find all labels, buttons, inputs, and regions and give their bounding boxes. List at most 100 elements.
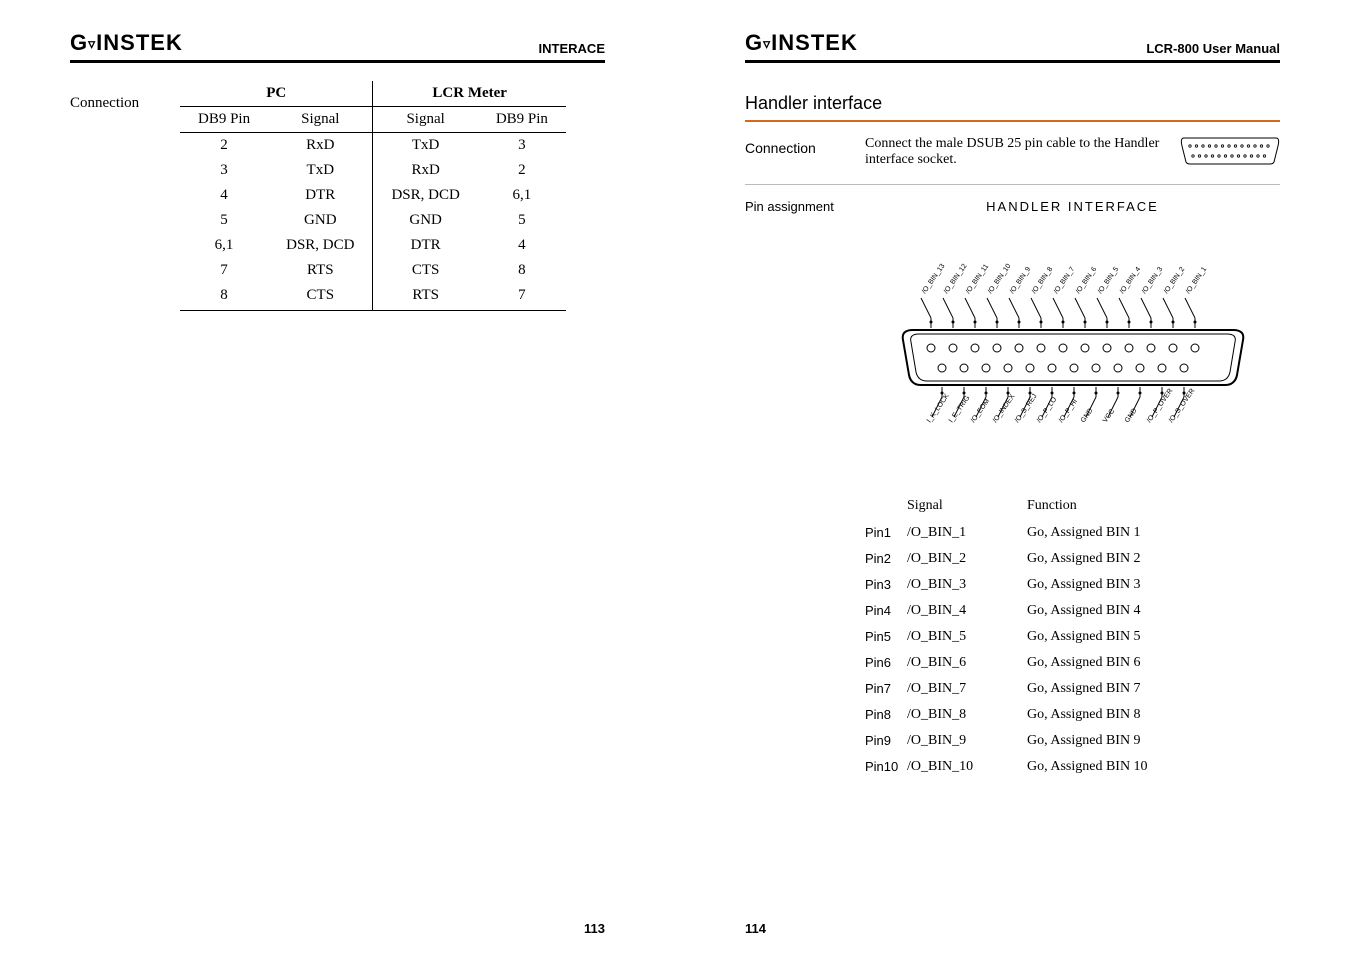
group-header-pc: PC (180, 81, 373, 107)
pin-assignment-block: Pin assignment HANDLER INTERFACE /O_BIN_… (745, 199, 1280, 780)
pin-mapping-table: PC LCR Meter DB9 Pin Signal Signal DB9 P… (180, 81, 566, 311)
pin-list-row: Pin4 /O_BIN_4 Go, Assigned BIN 4 (865, 598, 1280, 624)
pin-function: Go, Assigned BIN 7 (1027, 681, 1280, 697)
pin-number: Pin4 (865, 603, 907, 619)
pin-list-row: Pin5 /O_BIN_5 Go, Assigned BIN 5 (865, 624, 1280, 650)
table-cell: TxD (268, 158, 373, 183)
pin-number: Pin3 (865, 577, 907, 593)
page-number-right: 114 (745, 921, 766, 936)
svg-text:/O_BIN_8: /O_BIN_8 (1030, 266, 1053, 295)
table-cell: TxD (373, 133, 478, 159)
pin-list-col-func: Function (1027, 498, 1280, 514)
table-row: 3TxDRxD2 (180, 158, 566, 183)
svg-text:/O_BIN_9: /O_BIN_9 (1008, 266, 1031, 295)
table-cell: DTR (268, 183, 373, 208)
svg-text:/O_BIN_1: /O_BIN_1 (1184, 266, 1207, 295)
page-header-left: G▿INSTEK INTERACE (70, 30, 605, 63)
table-cell: CTS (373, 258, 478, 283)
table-cell: 3 (180, 158, 268, 183)
pin-signal: /O_BIN_8 (907, 707, 1027, 723)
svg-text:VCC: VCC (1101, 408, 1115, 424)
connection-row: Connection Connect the male DSUB 25 pin … (745, 136, 1280, 185)
table-cell: GND (373, 208, 478, 233)
svg-text:/O_BIN_7: /O_BIN_7 (1052, 266, 1075, 295)
pin-signal: /O_BIN_9 (907, 733, 1027, 749)
svg-text:/O_BIN_6: /O_BIN_6 (1074, 266, 1097, 295)
table-cell: 2 (180, 133, 268, 159)
pin-list-row: Pin9 /O_BIN_9 Go, Assigned BIN 9 (865, 728, 1280, 754)
svg-text:/O_BIN_4: /O_BIN_4 (1118, 266, 1141, 295)
pin-function: Go, Assigned BIN 3 (1027, 577, 1280, 593)
pin-function: Go, Assigned BIN 9 (1027, 733, 1280, 749)
handler-pin-diagram: /O_BIN_13/O_BIN_12/O_BIN_11/O_BIN_10/O_B… (893, 220, 1253, 480)
svg-text:/O_S_REJ: /O_S_REJ (1013, 393, 1038, 424)
svg-text:GND: GND (1123, 407, 1138, 424)
pin-number: Pin10 (865, 759, 907, 775)
page-left: G▿INSTEK INTERACE Connection PC LCR Mete… (0, 0, 675, 954)
pin-list-row: Pin6 /O_BIN_6 Go, Assigned BIN 6 (865, 650, 1280, 676)
table-row: 8CTSRTS7 (180, 283, 566, 311)
handler-interface-title: HANDLER INTERFACE (865, 199, 1280, 214)
table-cell: RxD (268, 133, 373, 159)
table-cell: 7 (180, 258, 268, 283)
pin-number: Pin7 (865, 681, 907, 697)
pin-number: Pin5 (865, 629, 907, 645)
svg-text:GND: GND (1079, 407, 1094, 424)
pin-signal: /O_BIN_1 (907, 525, 1027, 541)
pin-list-row: Pin10 /O_BIN_10 Go, Assigned BIN 10 (865, 754, 1280, 780)
connection-table-block: Connection PC LCR Meter DB9 Pin Signal S… (70, 81, 605, 311)
page-header-right: G▿INSTEK LCR-800 User Manual (745, 30, 1280, 63)
table-cell: GND (268, 208, 373, 233)
table-cell: DTR (373, 233, 478, 258)
page-number-left: 113 (584, 921, 605, 936)
sub-header: DB9 Pin (478, 107, 566, 133)
pin-list-col-signal: Signal (907, 498, 1027, 514)
pin-list-row: Pin8 /O_BIN_8 Go, Assigned BIN 8 (865, 702, 1280, 728)
table-row: 5GNDGND5 (180, 208, 566, 233)
pin-function: Go, Assigned BIN 4 (1027, 603, 1280, 619)
pin-signal: /O_BIN_2 (907, 551, 1027, 567)
svg-text:I_E_TRIG: I_E_TRIG (947, 395, 971, 425)
pin-number: Pin6 (865, 655, 907, 671)
table-cell: 4 (478, 233, 566, 258)
table-cell: RTS (373, 283, 478, 311)
sub-header: Signal (373, 107, 478, 133)
pin-signal: /O_BIN_3 (907, 577, 1027, 593)
group-header-lcr: LCR Meter (373, 81, 566, 107)
svg-text:/O_BIN_5: /O_BIN_5 (1096, 266, 1119, 295)
svg-text:/O_BIN_3: /O_BIN_3 (1140, 266, 1163, 295)
svg-text:/O_BIN_2: /O_BIN_2 (1162, 266, 1185, 295)
connection-label: Connection (70, 81, 180, 112)
pin-number: Pin1 (865, 525, 907, 541)
table-cell: 8 (180, 283, 268, 311)
dsub25-icon (1180, 136, 1280, 166)
pin-signal: /O_BIN_7 (907, 681, 1027, 697)
pin-signal: /O_BIN_10 (907, 759, 1027, 775)
table-cell: RTS (268, 258, 373, 283)
table-cell: 7 (478, 283, 566, 311)
pin-signal: /O_BIN_4 (907, 603, 1027, 619)
table-cell: 5 (478, 208, 566, 233)
svg-text:/O_P_HI: /O_P_HI (1057, 398, 1078, 424)
pin-function: Go, Assigned BIN 2 (1027, 551, 1280, 567)
table-cell: 3 (478, 133, 566, 159)
svg-text:/O_EOM: /O_EOM (969, 398, 990, 424)
pin-number: Pin9 (865, 733, 907, 749)
header-label-right: LCR-800 User Manual (1146, 41, 1280, 56)
table-row: 6,1DSR, DCDDTR4 (180, 233, 566, 258)
table-cell: 2 (478, 158, 566, 183)
pin-signal: /O_BIN_6 (907, 655, 1027, 671)
table-cell: RxD (373, 158, 478, 183)
svg-text:/O_INDEX: /O_INDEX (991, 393, 1016, 424)
table-row: 7RTSCTS8 (180, 258, 566, 283)
table-cell: 6,1 (478, 183, 566, 208)
pin-number: Pin8 (865, 707, 907, 723)
pin-list-row: Pin1 /O_BIN_1 Go, Assigned BIN 1 (865, 520, 1280, 546)
pin-list-row: Pin2 /O_BIN_2 Go, Assigned BIN 2 (865, 546, 1280, 572)
header-label-left: INTERACE (539, 41, 605, 56)
table-cell: 8 (478, 258, 566, 283)
table-row: 2RxDTxD3 (180, 133, 566, 159)
table-cell: CTS (268, 283, 373, 311)
connection-label-right: Connection (745, 136, 865, 156)
svg-text:/O_P_LO: /O_P_LO (1035, 396, 1058, 424)
